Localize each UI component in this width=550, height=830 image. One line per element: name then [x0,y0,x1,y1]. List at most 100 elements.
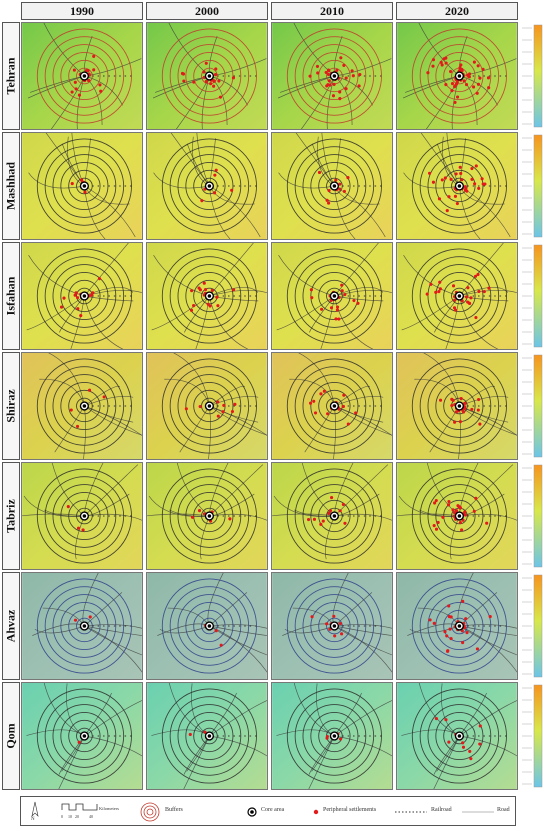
peripheral-settlement [319,392,323,396]
road-line [209,735,267,757]
peripheral-settlement [312,517,317,521]
map-panel-isfahan-2000 [146,242,268,350]
road-line [459,625,517,656]
road-line [209,289,267,297]
buffer-ring [169,476,250,556]
peripheral-settlement [445,634,449,638]
road-line [459,464,514,517]
city-label: Tabriz [3,499,18,533]
peripheral-settlement [464,83,469,87]
buffer-ring [193,499,226,533]
buffer-ring [68,169,101,203]
elevation-colorbar [522,134,543,238]
map-panel-mashhad-1990 [21,132,143,240]
road-line [84,735,142,757]
elevation-colorbar [522,464,543,568]
peripheral-settlement [313,411,318,415]
peripheral-settlement [327,511,331,516]
peripheral-settlement [92,54,96,58]
buffer-ring [443,169,476,203]
road-line [209,625,267,656]
core-area-dot [457,624,462,628]
peripheral-settlement [217,79,221,83]
peripheral-settlement [447,195,451,199]
peripheral-settlement [432,621,436,625]
buffer-ring [161,138,257,234]
buffer-ring [44,36,125,116]
peripheral-settlement [316,71,320,75]
core-area-dot [332,74,337,78]
map-panel-mashhad-2010 [271,132,393,240]
buffer-ring [427,594,492,658]
road-line [74,515,85,560]
peripheral-settlement [476,272,480,277]
legend-buffers: Buffers [165,807,183,813]
peripheral-settlement [325,198,329,202]
road-line [84,243,129,297]
buffer-ring [443,719,476,753]
peripheral-settlement [341,404,345,409]
peripheral-settlement [222,403,226,407]
peripheral-settlement [338,737,343,741]
peripheral-settlement [434,527,439,531]
buffer-ring [451,617,468,635]
city-header-tabriz: Tabriz [2,462,20,570]
buffer-ring [76,727,93,745]
buffer-ring [435,712,484,760]
buffer-ring [427,44,492,108]
city-header-ahvaz: Ahvaz [2,572,20,680]
peripheral-settlement [446,649,450,653]
peripheral-settlement [465,189,469,193]
peripheral-settlement [460,178,464,182]
peripheral-settlement [335,308,339,312]
peripheral-settlement [327,69,331,73]
scale-tick: 10 [68,814,72,819]
map-panel-ahvaz-2000 [146,572,268,680]
peripheral-settlement [446,503,451,507]
peripheral-settlement [77,93,82,97]
buffer-ring [310,272,359,320]
peripheral-settlement [181,72,186,76]
peripheral-settlement [338,97,342,101]
peripheral-settlement [463,510,467,514]
peripheral-settlement [228,517,232,521]
buffer-ring [294,146,375,226]
peripheral-settlement [431,58,436,62]
peripheral-settlement [216,414,220,418]
peripheral-settlement [326,412,330,416]
buffer-ring [68,499,101,533]
buffer-ring [52,264,117,328]
road-line [459,700,517,737]
peripheral-settlement [189,308,194,312]
peripheral-settlement [455,95,460,99]
peripheral-settlement [429,282,433,286]
buffer-ring [286,358,382,454]
legend-north: N [31,817,35,822]
peripheral-settlement [344,87,348,91]
buffer-ring [310,382,359,430]
peripheral-settlement [308,401,313,405]
peripheral-settlement [232,288,236,292]
core-area-dot [207,294,212,298]
buffer-ring [52,594,117,658]
peripheral-settlement [443,176,447,180]
peripheral-settlement [444,56,448,60]
peripheral-settlement [337,317,341,321]
buffer-ring [201,727,218,745]
buffer-ring [44,586,125,666]
peripheral-settlement [83,190,87,194]
peripheral-settlement [438,287,442,291]
core-area-dot [457,74,462,78]
peripheral-settlement [99,89,103,93]
buffer-ring [169,366,250,446]
peripheral-settlement [474,274,478,278]
peripheral-settlement [481,67,485,71]
peripheral-settlement [332,614,336,618]
peripheral-settlement [476,408,480,412]
buffer-ring [36,358,132,454]
road-line [334,624,392,629]
buffer-ring [419,256,500,336]
peripheral-settlement [470,166,474,171]
peripheral-settlement [460,69,464,73]
buffer-ring [443,279,476,313]
